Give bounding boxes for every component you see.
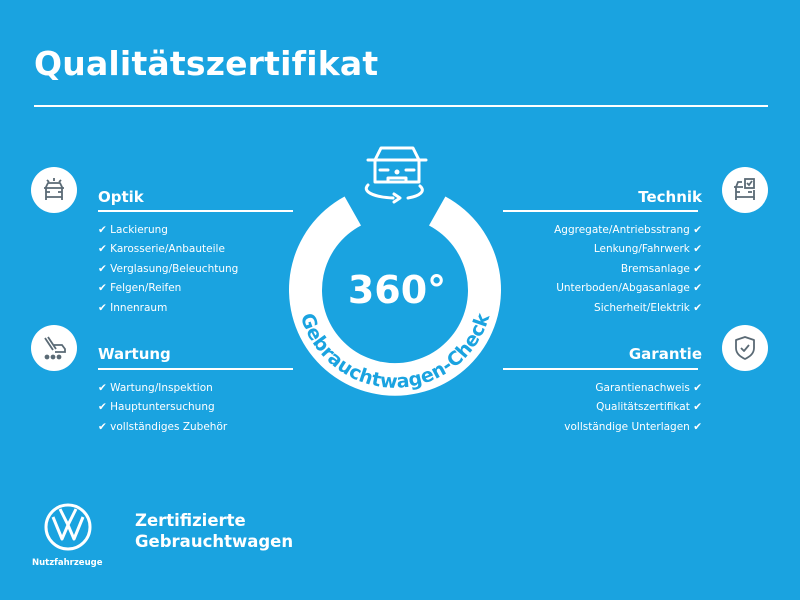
brand-tagline: Zertifizierte Gebrauchtwagen xyxy=(135,510,293,552)
page-title: Qualitätszertifikat xyxy=(34,44,379,83)
check-icon: ✔ xyxy=(693,282,702,295)
check-icon: ✔ xyxy=(693,301,702,314)
section-divider xyxy=(503,368,698,370)
brand-line-2: Gebrauchtwagen xyxy=(135,532,294,551)
list-item: ✔ Lackierung xyxy=(98,224,168,236)
check-icon: ✔ xyxy=(693,262,702,275)
list-item: ✔ Felgen/Reifen xyxy=(98,282,182,295)
list-item: ✔ Wartung/Inspektion xyxy=(98,382,213,394)
title-divider xyxy=(34,105,768,107)
check-icon: ✔ xyxy=(693,243,702,256)
list-item: Sicherheit/Elektrik ✔ xyxy=(594,301,702,314)
list-item: vollständige Unterlagen ✔ xyxy=(564,420,702,433)
list-item: Qualitätszertifikat ✔ xyxy=(596,401,702,414)
check-icon: ✔ xyxy=(98,301,107,314)
section-divider xyxy=(503,210,698,212)
check-icon: ✔ xyxy=(693,382,702,394)
service-tools-icon xyxy=(31,325,77,371)
wartung-list: ✔ Wartung/Inspektion ✔ Hauptuntersuchung… xyxy=(98,379,227,437)
section-divider xyxy=(98,368,293,370)
check-icon: ✔ xyxy=(98,382,107,394)
list-item: Lenkung/Fahrwerk ✔ xyxy=(593,243,702,256)
section-divider xyxy=(98,210,293,212)
check-icon: ✔ xyxy=(98,282,107,295)
list-item: ✔ Verglasung/Beleuchtung xyxy=(98,262,239,275)
car-light-icon xyxy=(31,167,77,213)
list-item: ✔ Innenraum xyxy=(98,301,168,314)
check-icon: ✔ xyxy=(98,262,107,275)
list-item: Aggregate/Antriebsstrang ✔ xyxy=(554,224,702,236)
degrees-label: 360° xyxy=(348,268,446,312)
logo-subtitle: Nutzfahrzeuge xyxy=(32,558,103,568)
check-icon: ✔ xyxy=(98,401,107,414)
list-item: Unterboden/Abgasanlage ✔ xyxy=(556,282,702,295)
section-title-technik: Technik xyxy=(638,188,702,206)
list-item: ✔ Hauptuntersuchung xyxy=(98,401,215,414)
list-item: Bremsanlage ✔ xyxy=(620,262,702,275)
ring xyxy=(289,196,502,396)
section-title-garantie: Garantie xyxy=(628,345,702,363)
car-rotate-icon xyxy=(364,146,428,204)
check-icon: ✔ xyxy=(693,224,702,236)
check-icon: ✔ xyxy=(98,243,107,256)
brand-line-1: Zertifizierte xyxy=(135,511,246,530)
car-checklist-icon xyxy=(722,167,768,213)
list-item: Garantienachweis ✔ xyxy=(595,382,702,394)
check-icon: ✔ xyxy=(693,420,702,433)
technik-list: Aggregate/Antriebsstrang ✔ Lenkung/Fahrw… xyxy=(554,221,702,318)
check-icon: ✔ xyxy=(693,401,702,414)
check-icon: ✔ xyxy=(98,420,107,433)
vw-logo xyxy=(44,503,92,551)
garantie-list: Garantienachweis ✔ Qualitätszertifikat ✔… xyxy=(564,379,702,437)
list-item: ✔ vollständiges Zubehör xyxy=(98,420,228,433)
section-title-optik: Optik xyxy=(98,188,144,206)
optik-list: ✔ Lackierung ✔ Karosserie/Anbauteile ✔ V… xyxy=(98,221,238,318)
section-title-wartung: Wartung xyxy=(98,345,171,363)
shield-check-icon xyxy=(722,325,768,371)
list-item: ✔ Karosserie/Anbauteile xyxy=(98,243,225,256)
check-icon: ✔ xyxy=(98,224,107,236)
